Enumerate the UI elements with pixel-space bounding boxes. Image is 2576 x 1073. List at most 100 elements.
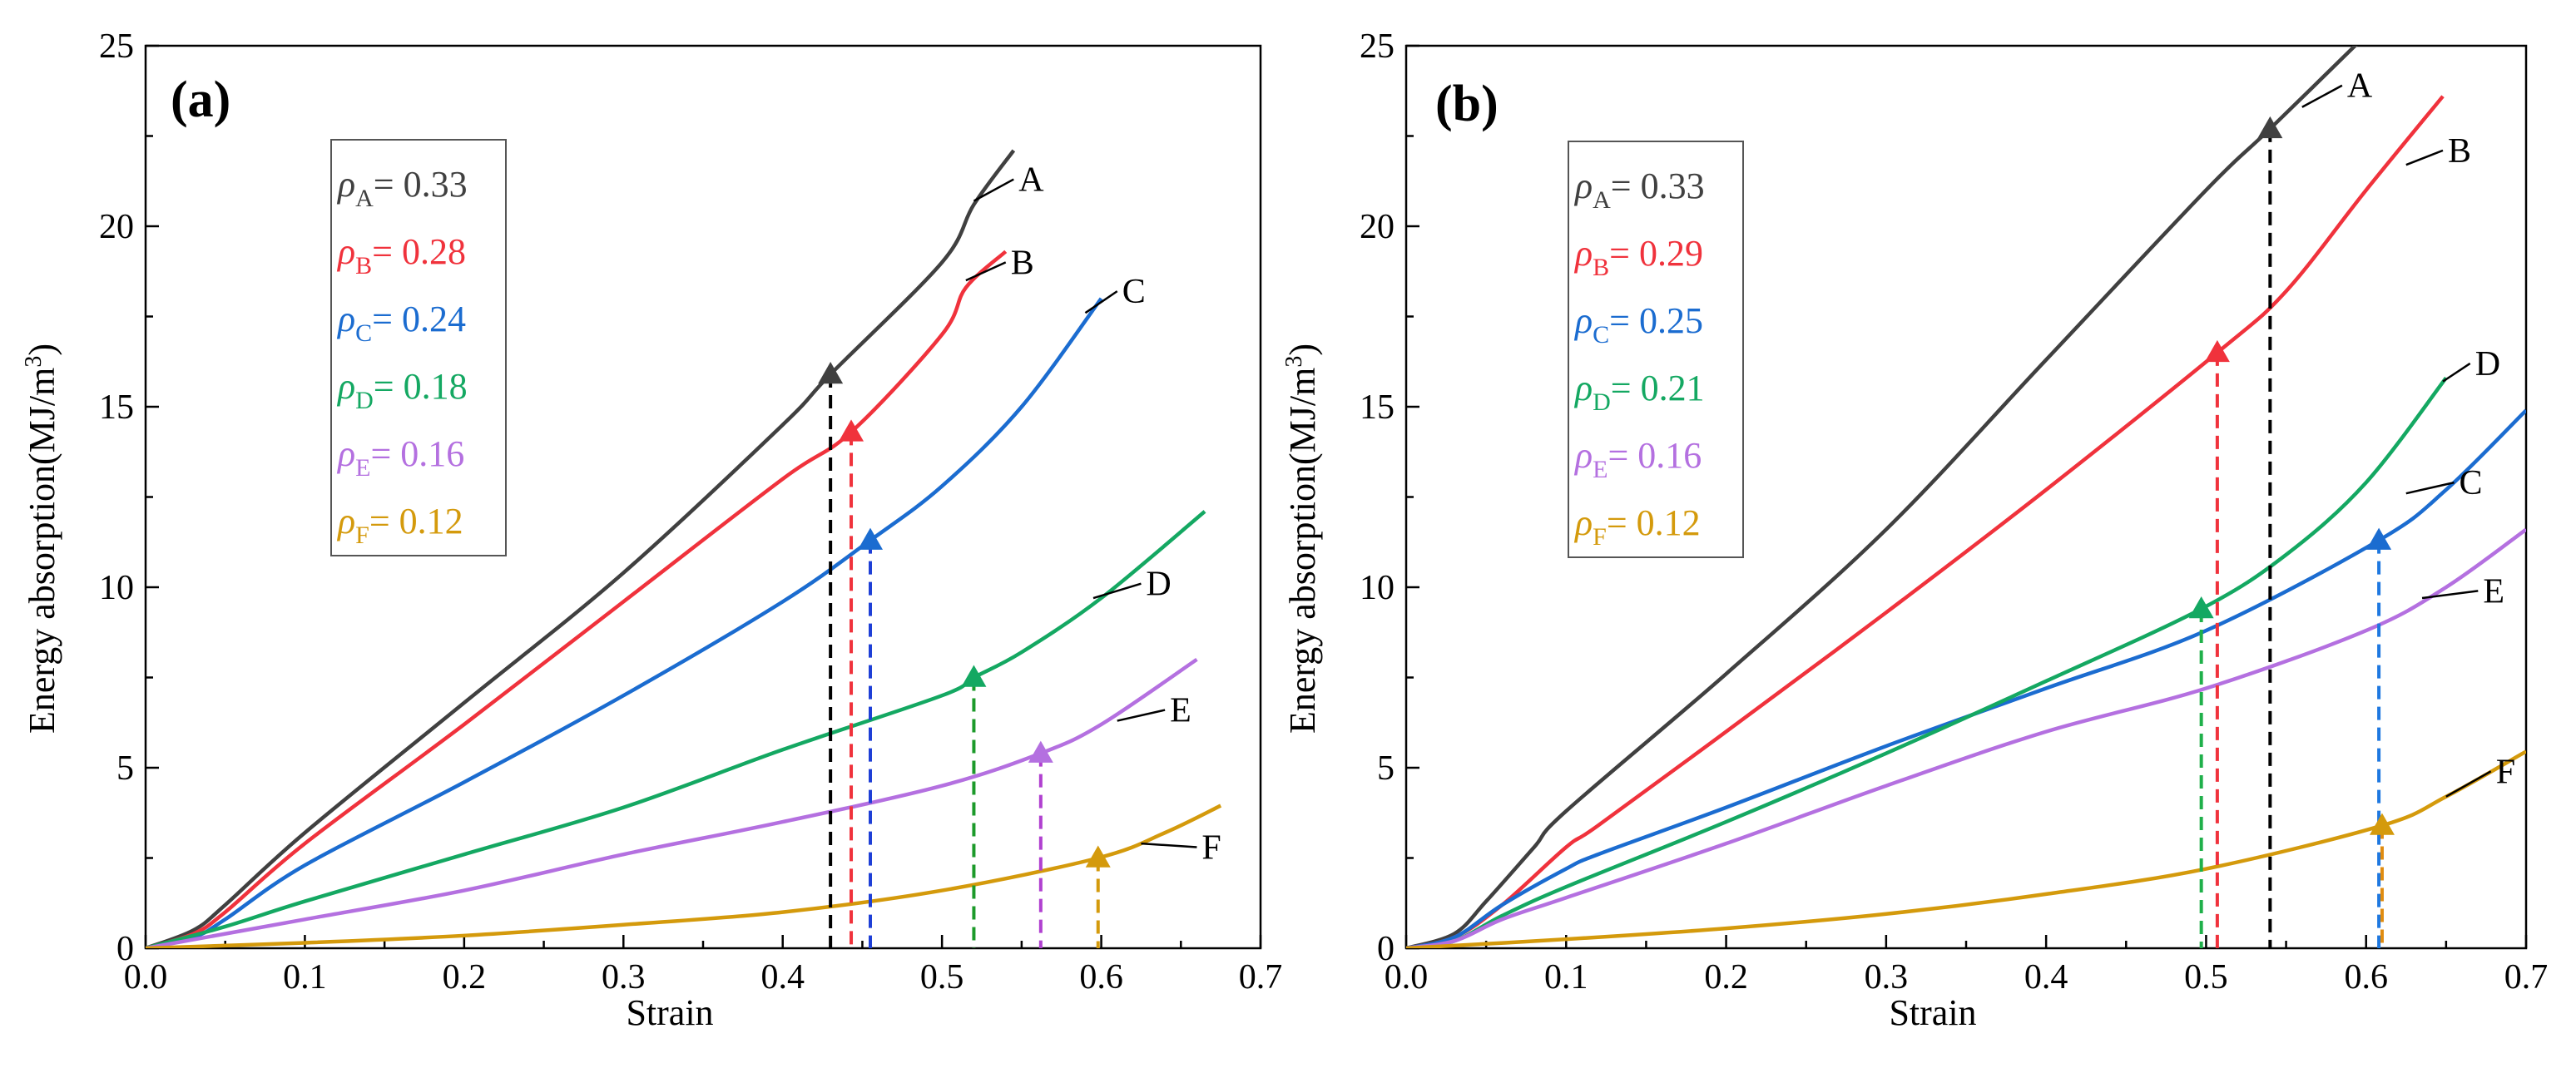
curve-label-F: F <box>1201 828 1221 867</box>
label-leader-A <box>2301 84 2343 108</box>
x-tick-label: 0.0 <box>1385 958 1429 996</box>
legend: ρA= 0.33 ρB= 0.28 ρC= 0.24 ρD= 0.18 ρE= 0.16… <box>330 139 507 556</box>
legend-entry: ρC= 0.24 <box>336 299 466 347</box>
legend-entry: ρB= 0.28 <box>336 231 466 279</box>
series-line-D <box>1406 376 2448 948</box>
panel-a-plot: 0.0 0.1 0.2 0.3 0.4 0.5 0.6 0.7 0 5 10 15 20 25 Strain… <box>21 27 1282 1033</box>
legend-entry: ρA= 0.33 <box>336 164 468 212</box>
legend-entry: ρD= 0.21 <box>1573 368 1705 416</box>
panel-label: (a) <box>171 72 230 128</box>
x-axis-title: Strain <box>1889 992 1976 1033</box>
x-tick-label: 0.2 <box>443 958 487 996</box>
series-line-A <box>146 149 1016 948</box>
y-tick-label: 5 <box>1377 749 1395 788</box>
curve-label-D: D <box>1146 566 1171 604</box>
marker-C <box>2366 527 2392 550</box>
legend: ρA= 0.33 ρB= 0.29 ρC= 0.25 ρD= 0.21 ρE= 0.16… <box>1568 141 1744 558</box>
legend-entry: ρD= 0.18 <box>336 366 468 414</box>
curve-label-B: B <box>2448 132 2471 171</box>
label-leader-E <box>2421 590 2479 600</box>
x-tick-label: 0.4 <box>760 958 805 996</box>
legend-entry: ρF= 0.12 <box>336 501 463 549</box>
marker-E <box>1028 740 1053 763</box>
curve-label-A: A <box>2347 67 2373 106</box>
y-tick-label: 15 <box>1360 388 1395 427</box>
label-leader-D <box>2442 362 2471 383</box>
legend-entry: ρE= 0.16 <box>1573 435 1702 483</box>
label-leader-A <box>973 178 1014 202</box>
panel-b-plot: 0.0 0.1 0.2 0.3 0.4 0.5 0.6 0.7 0 5 10 15 20 25 Strain… <box>1281 27 2548 1033</box>
curve-label-A: A <box>1018 161 1044 200</box>
curve-label-C: C <box>1122 273 1146 311</box>
marker-A <box>2257 116 2283 139</box>
curve-label-D: D <box>2475 345 2500 383</box>
curve-label-E: E <box>1170 692 1191 730</box>
y-tick-label: 25 <box>99 27 134 66</box>
series-line-E <box>146 657 1198 948</box>
y-axis-title: Energy absorption(MJ/m3) <box>21 344 62 734</box>
series-line-B <box>1406 95 2445 948</box>
series-line-B <box>146 250 1008 948</box>
legend-entry: ρF= 0.12 <box>1573 502 1701 551</box>
label-leader-F <box>2445 770 2492 798</box>
label-leader-C <box>1084 290 1118 314</box>
series-line-D <box>146 510 1206 948</box>
curve-label-B: B <box>1011 244 1034 282</box>
y-tick-label: 20 <box>99 208 134 246</box>
label-leader-B <box>965 261 1007 282</box>
plot-frame <box>144 44 1262 950</box>
x-tick-label: 0.4 <box>2024 958 2068 996</box>
marker-C <box>858 527 883 550</box>
x-tick-label: 0.5 <box>920 958 964 996</box>
y-tick-label: 25 <box>1360 27 1395 66</box>
series-line-F <box>146 804 1222 948</box>
label-leader-D <box>1092 582 1142 600</box>
marker-A <box>818 361 844 384</box>
curve-label-F: F <box>2496 753 2515 791</box>
x-tick-label: 0.1 <box>283 958 327 996</box>
marker-F <box>1085 845 1111 868</box>
label-leader-E <box>1117 709 1166 722</box>
legend-entry: ρA= 0.33 <box>1573 166 1705 214</box>
series-line-A <box>1406 46 2358 948</box>
y-tick-label: 0 <box>1377 930 1395 968</box>
label-leader-C <box>2405 481 2455 495</box>
y-tick-label: 15 <box>99 388 134 427</box>
marker-B <box>2204 339 2230 363</box>
y-tick-label: 10 <box>1360 569 1395 607</box>
x-tick-label: 0.3 <box>1865 958 1909 996</box>
label-leader-B <box>2405 149 2444 166</box>
x-tick-label: 0.6 <box>1079 958 1123 996</box>
series-line-C <box>146 297 1103 948</box>
curve-label-E: E <box>2483 572 2504 611</box>
marker-D <box>961 665 987 687</box>
curve-label-C: C <box>2459 464 2482 502</box>
panel-label: (b) <box>1435 76 1499 132</box>
marker-F <box>2369 813 2395 835</box>
y-tick-label: 20 <box>1360 208 1395 246</box>
x-tick-label: 0.3 <box>602 958 646 996</box>
x-axis-title: Strain <box>626 992 713 1033</box>
y-axis-title: Energy absorption(MJ/m3) <box>1281 344 1323 734</box>
legend-box <box>1568 141 1744 558</box>
y-tick-label: 0 <box>116 930 134 968</box>
legend-entry: ρC= 0.25 <box>1573 300 1703 349</box>
y-tick-label: 5 <box>116 749 134 788</box>
marker-D <box>2188 596 2214 619</box>
x-tick-label: 0.7 <box>2504 958 2549 996</box>
x-tick-label: 0.7 <box>1239 958 1283 996</box>
label-leader-F <box>1141 842 1197 848</box>
legend-box <box>330 139 507 556</box>
y-tick-label: 10 <box>99 569 134 607</box>
x-tick-label: 0.6 <box>2344 958 2388 996</box>
legend-entry: ρE= 0.16 <box>336 433 464 482</box>
series-group <box>146 149 1222 948</box>
x-tick-label: 0.2 <box>1704 958 1748 996</box>
x-tick-label: 0.0 <box>124 958 168 996</box>
series-line-F <box>1406 749 2526 948</box>
x-tick-label: 0.1 <box>1544 958 1588 996</box>
marker-B <box>839 419 864 442</box>
x-tick-label: 0.5 <box>2184 958 2228 996</box>
legend-entry: ρB= 0.29 <box>1573 233 1703 281</box>
